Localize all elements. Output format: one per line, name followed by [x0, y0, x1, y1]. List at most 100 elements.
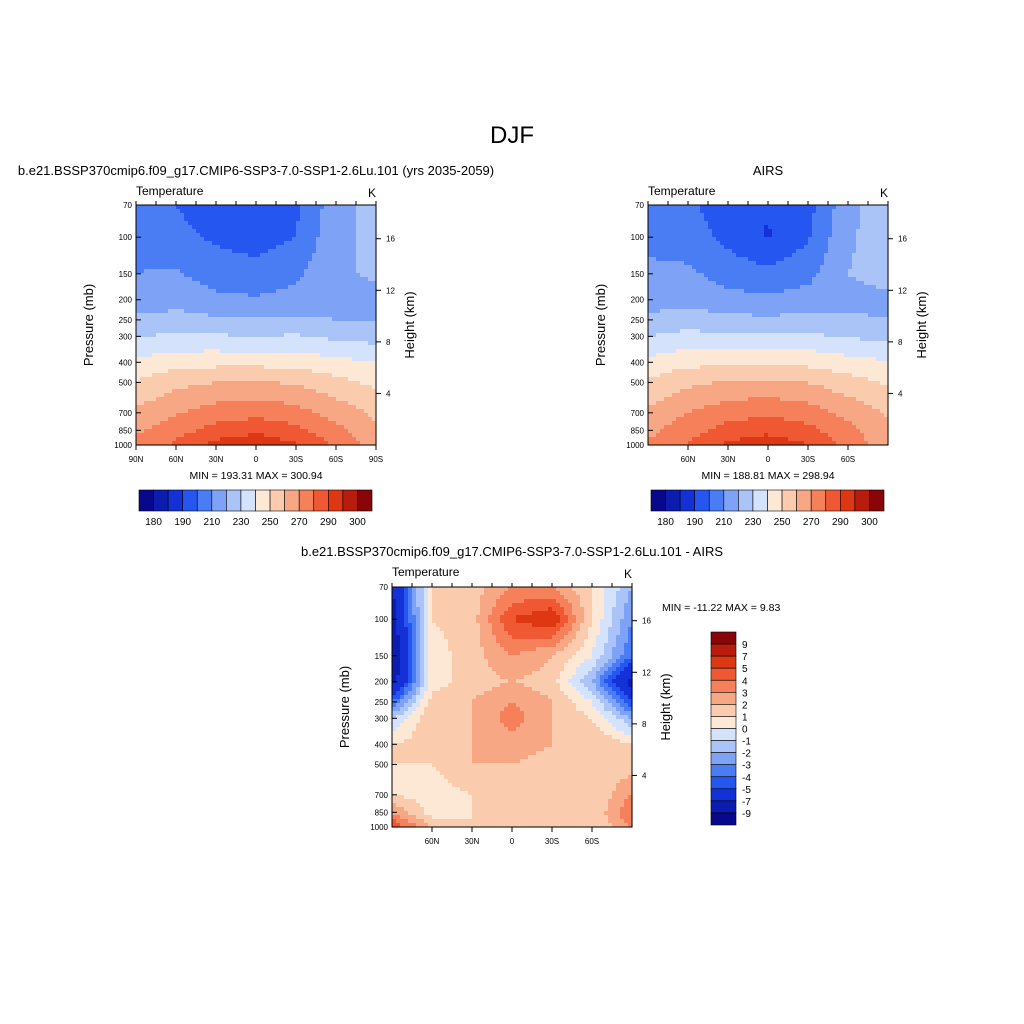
contour-cell — [164, 229, 169, 234]
contour-cell — [176, 381, 181, 386]
contour-cell — [160, 289, 165, 294]
contour-cell — [184, 237, 189, 242]
contour-cell — [316, 333, 321, 338]
contour-cell — [188, 249, 193, 254]
contour-cell — [164, 373, 169, 378]
contour-cell — [696, 217, 701, 222]
contour-cell — [232, 213, 237, 218]
contour-cell — [308, 385, 313, 390]
contour-cell — [144, 301, 149, 306]
contour-cell — [208, 369, 213, 374]
contour-cell — [244, 281, 249, 286]
contour-cell — [244, 213, 249, 218]
contour-cell — [348, 289, 353, 294]
contour-cell — [136, 313, 141, 318]
contour-cell — [828, 281, 833, 286]
contour-cell — [232, 333, 237, 338]
contour-cell — [176, 397, 181, 402]
contour-cell — [372, 429, 377, 434]
contour-cell — [352, 393, 357, 398]
contour-cell — [188, 325, 193, 330]
contour-cell — [212, 209, 217, 214]
contour-cell — [340, 249, 345, 254]
contour-cell — [712, 209, 717, 214]
contour-cell — [316, 381, 321, 386]
contour-cell — [192, 313, 197, 318]
contour-cell — [348, 381, 353, 386]
contour-cell — [232, 365, 237, 370]
contour-cell — [200, 337, 205, 342]
contour-cell — [272, 425, 277, 430]
contour-cell — [864, 225, 869, 230]
contour-cell — [180, 209, 185, 214]
contour-cell — [152, 217, 157, 222]
contour-cell — [664, 225, 669, 230]
contour-cell — [140, 297, 145, 302]
contour-cell — [288, 405, 293, 410]
contour-cell — [248, 233, 253, 238]
contour-cell — [160, 373, 165, 378]
contour-cell — [180, 425, 185, 430]
contour-cell — [740, 233, 745, 238]
contour-cell — [828, 209, 833, 214]
contour-cell — [372, 385, 377, 390]
contour-cell — [168, 237, 173, 242]
contour-cell — [860, 253, 865, 258]
contour-cell — [880, 285, 885, 290]
contour-cell — [660, 221, 665, 226]
contour-cell — [152, 421, 157, 426]
contour-cell — [268, 321, 273, 326]
contour-cell — [228, 285, 233, 290]
contour-cell — [304, 409, 309, 414]
contour-cell — [360, 361, 365, 366]
contour-cell — [148, 213, 153, 218]
contour-cell — [308, 249, 313, 254]
contour-cell — [280, 225, 285, 230]
contour-cell — [252, 381, 257, 386]
contour-cell — [224, 233, 229, 238]
contour-cell — [204, 265, 209, 270]
contour-cell — [160, 437, 165, 442]
contour-cell — [724, 209, 729, 214]
contour-cell — [280, 369, 285, 374]
contour-cell — [364, 393, 369, 398]
contour-cell — [284, 425, 289, 430]
contour-cell — [188, 329, 193, 334]
contour-cell — [176, 437, 181, 442]
contour-cell — [264, 329, 269, 334]
contour-cell — [212, 349, 217, 354]
contour-cell — [372, 269, 377, 274]
contour-cell — [208, 409, 213, 414]
contour-cell — [220, 329, 225, 334]
contour-cell — [336, 385, 341, 390]
contour-cell — [708, 265, 713, 270]
contour-cell — [164, 349, 169, 354]
contour-cell — [204, 253, 209, 258]
contour-cell — [716, 249, 721, 254]
contour-cell — [216, 281, 221, 286]
contour-cell — [236, 361, 241, 366]
contour-cell — [168, 213, 173, 218]
contour-cell — [288, 425, 293, 430]
contour-cell — [136, 413, 141, 418]
contour-cell — [300, 205, 305, 210]
contour-cell — [156, 325, 161, 330]
contour-cell — [328, 277, 333, 282]
contour-cell — [352, 357, 357, 362]
contour-cell — [284, 269, 289, 274]
contour-cell — [344, 393, 349, 398]
contour-cell — [148, 325, 153, 330]
contour-cell — [240, 329, 245, 334]
contour-cell — [780, 225, 785, 230]
contour-cell — [204, 345, 209, 350]
contour-cell — [344, 221, 349, 226]
contour-cell — [152, 345, 157, 350]
contour-cell — [308, 381, 313, 386]
contour-cell — [268, 289, 273, 294]
contour-cell — [348, 241, 353, 246]
contour-cell — [244, 309, 249, 314]
contour-cell — [328, 209, 333, 214]
contour-cell — [156, 377, 161, 382]
contour-cell — [864, 273, 869, 278]
contour-cell — [252, 221, 257, 226]
